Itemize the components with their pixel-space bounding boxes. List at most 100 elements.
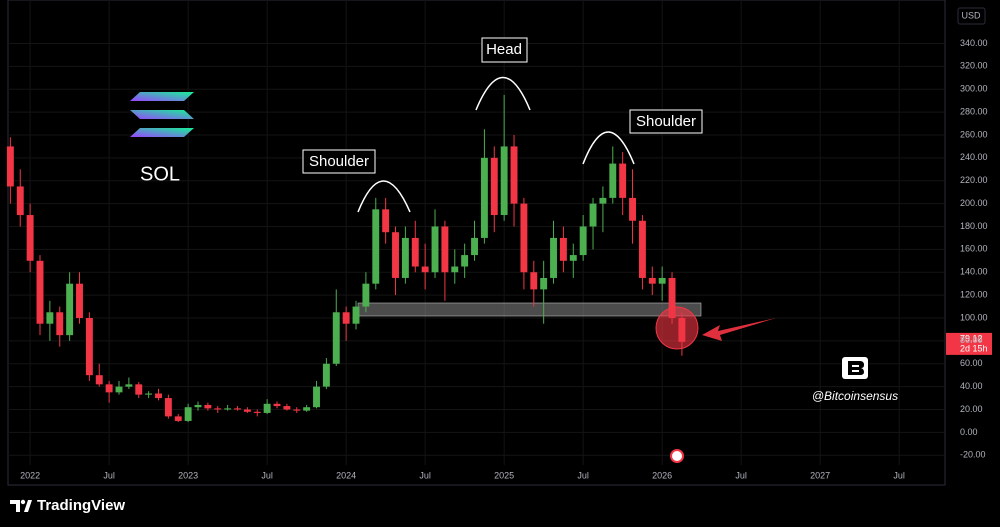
candle-body <box>243 409 251 412</box>
candle-body <box>372 209 380 284</box>
candle-body <box>6 146 14 187</box>
price-tag-value: 79.12 <box>960 333 983 343</box>
breakdown-circle <box>655 306 699 350</box>
y-tick-label: -20.00 <box>960 450 986 460</box>
candle-body <box>46 312 54 324</box>
candle-body <box>510 146 518 204</box>
candle-body <box>214 408 222 410</box>
candle-body <box>629 197 636 221</box>
brand-logo <box>842 357 868 379</box>
candle-body <box>658 277 666 284</box>
support-zone <box>357 302 702 317</box>
candle-body <box>490 157 498 216</box>
candle-body <box>609 163 617 198</box>
y-tick-label: 300.00 <box>960 84 988 94</box>
pattern-arc <box>357 180 411 213</box>
candle-body <box>76 283 83 318</box>
candle-body <box>85 317 93 376</box>
candle-body <box>224 408 232 410</box>
candle-body <box>648 277 656 284</box>
annotation-box <box>302 149 376 174</box>
y-tick-label: 200.00 <box>960 198 988 208</box>
candle-body <box>599 197 607 204</box>
candle-body <box>431 226 439 273</box>
y-tick-label: 100.00 <box>960 312 988 322</box>
x-tick-label: Jul <box>893 470 905 480</box>
candle-body <box>638 220 646 278</box>
candle-body <box>500 146 508 216</box>
y-tick-label: 60.00 <box>960 358 983 368</box>
x-tick-label: Jul <box>735 470 747 480</box>
pattern-arc <box>475 77 531 111</box>
candle-body <box>204 404 212 409</box>
candle-body <box>569 255 577 261</box>
candle-body <box>550 237 557 278</box>
candle-body <box>184 407 192 421</box>
candle-body <box>26 215 34 261</box>
candle-body <box>382 209 390 233</box>
candle-body <box>36 260 44 324</box>
candle-body <box>194 404 202 408</box>
y-tick-label: 40.00 <box>960 381 983 391</box>
candle-body <box>155 393 162 399</box>
annotation-box <box>481 37 528 63</box>
y-tick-label: 240.00 <box>960 152 988 162</box>
x-tick-label: Jul <box>419 470 431 480</box>
price-tag-countdown: 2d 15h <box>960 343 988 353</box>
candle-body <box>95 375 103 385</box>
candle-body <box>579 226 587 256</box>
currency-box <box>957 7 986 25</box>
candle-body <box>135 384 143 395</box>
x-tick-label: 2025 <box>494 470 514 480</box>
candle-body <box>471 237 478 256</box>
candle-body <box>253 411 261 413</box>
candle-body <box>401 237 409 278</box>
tradingview-logo <box>10 499 32 512</box>
x-tick-label: 2024 <box>336 470 356 480</box>
symbol-label: SOL <box>140 163 180 185</box>
candle-body <box>352 306 360 324</box>
y-tick-label: 120.00 <box>960 289 988 299</box>
brand: TradingView <box>37 497 125 514</box>
y-tick-label: 320.00 <box>960 61 988 71</box>
candle-body <box>619 163 627 198</box>
x-tick-label: Jul <box>577 470 589 480</box>
candle-body <box>263 403 271 413</box>
candle-body <box>303 407 311 411</box>
candle-body <box>540 277 548 290</box>
candle-body <box>589 203 597 227</box>
y-tick-label: 160.00 <box>960 244 988 254</box>
x-tick-label: Jul <box>103 470 115 480</box>
candle-body <box>234 408 241 410</box>
candle-body <box>362 283 370 307</box>
candle-body <box>392 232 399 278</box>
candle-body <box>283 406 291 410</box>
candle-body <box>480 157 488 238</box>
candle-body <box>105 384 113 393</box>
x-tick-label: Jul <box>261 470 273 480</box>
candle-body <box>313 386 320 408</box>
currency-label: USD <box>961 10 981 20</box>
x-tick-label: 2023 <box>178 470 198 480</box>
candle-body <box>421 266 429 273</box>
x-tick-label: 2026 <box>652 470 672 480</box>
candle-body <box>559 237 567 261</box>
y-tick-label: 260.00 <box>960 129 988 139</box>
candle-body <box>441 226 449 273</box>
annotation: Head <box>486 41 522 58</box>
annotation: Shoulder <box>309 153 369 170</box>
y-tick-label: 220.00 <box>960 175 988 185</box>
y-tick-label: 20.00 <box>960 404 983 414</box>
candle-body <box>16 186 24 216</box>
y-tick-label: 280.00 <box>960 106 988 116</box>
candle-body <box>451 266 459 273</box>
annotation: Shoulder <box>636 113 696 130</box>
sol-logo <box>130 92 194 137</box>
annotation-box <box>629 109 703 134</box>
watermark: @Bitcoinsensus <box>812 389 898 403</box>
candle-body <box>273 403 281 407</box>
candle-body <box>56 312 64 336</box>
y-tick-label: 0.00 <box>960 427 978 437</box>
